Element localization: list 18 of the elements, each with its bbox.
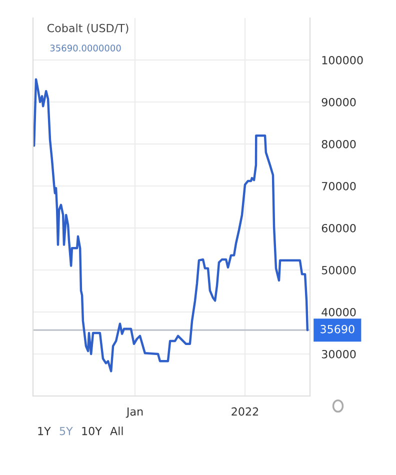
y-tick-label: 100000 (322, 56, 363, 64)
text: 5Y (60, 426, 73, 436)
y-tick-label: 40000 (322, 308, 356, 316)
y-tick-label: 90000 (322, 98, 356, 106)
y-tick-label: 50000 (322, 266, 356, 274)
chart-title: Cobalt (USD/T) (47, 24, 128, 34)
y-tick-label: 30000 (322, 350, 356, 358)
text: 35690.0000000 (50, 44, 121, 52)
y-tick-label: 80000 (322, 140, 356, 148)
text: All (110, 426, 123, 436)
text: 10Y (82, 426, 102, 436)
ref-line-label: 35690 (320, 324, 354, 334)
line-series (33, 78, 309, 372)
x-tick-label: Jan (126, 407, 143, 418)
x-tick-label: 2022 (232, 407, 258, 416)
y-tick-label: 60000 (322, 224, 356, 232)
y-tick-label: 70000 (322, 182, 356, 190)
text: 1Y (38, 426, 51, 436)
